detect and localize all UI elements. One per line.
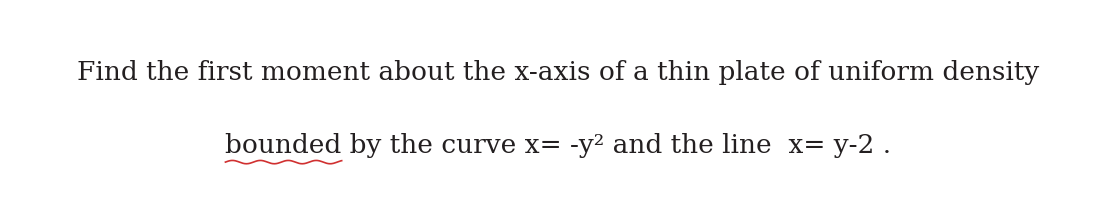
- Text: Find the first moment about the x-axis of a thin plate of uniform density: Find the first moment about the x-axis o…: [77, 60, 1040, 85]
- Text: bounded by the curve x= -y² and the line  x= y-2 .: bounded by the curve x= -y² and the line…: [226, 133, 891, 158]
